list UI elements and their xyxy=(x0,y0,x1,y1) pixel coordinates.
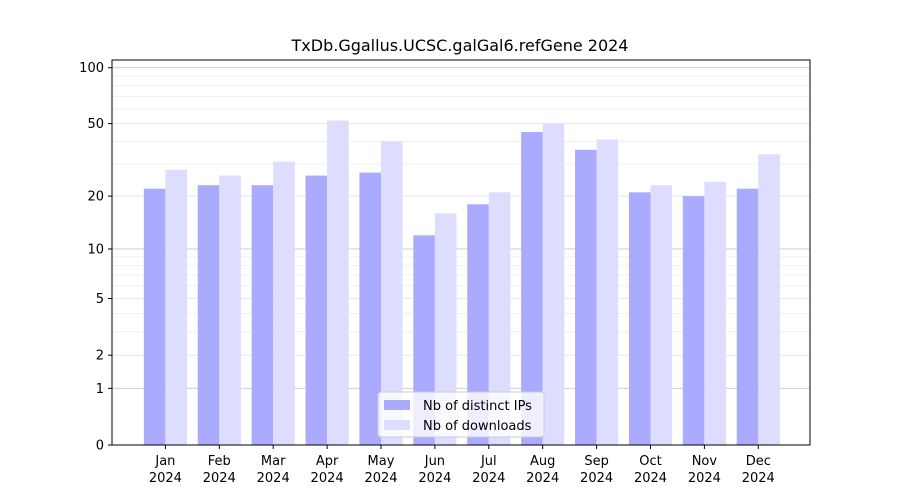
x-tick-label-year: 2024 xyxy=(742,471,775,486)
x-tick-label-month: Nov xyxy=(692,454,718,469)
y-tick-label: 50 xyxy=(87,117,104,132)
y-tick-label: 5 xyxy=(96,292,104,307)
plot-frame xyxy=(111,59,811,446)
bar-downloads-dec xyxy=(758,154,780,445)
x-tick-label-month: Jul xyxy=(480,454,497,469)
bar-distinct-ips-nov xyxy=(682,196,705,445)
x-tick-label-month: Dec xyxy=(746,454,771,469)
x-tick-label-month: Oct xyxy=(639,454,661,469)
bar-downloads-aug xyxy=(542,123,565,446)
bar-downloads-feb xyxy=(219,175,241,445)
axes: 0 1 2 5 10 20 50 100 Jan 2024 Feb 2024 Mar 2024 Apr 202… xyxy=(79,59,811,486)
bar-distinct-ips-aug xyxy=(521,132,543,445)
bar-distinct-ips-dec xyxy=(736,188,759,445)
bar-downloads-jan xyxy=(165,169,187,445)
bar-distinct-ips-mar xyxy=(251,185,274,445)
x-tick-label-year: 2024 xyxy=(257,471,290,486)
x-tick-label-month: Mar xyxy=(261,454,286,469)
bar-distinct-ips-jul xyxy=(467,204,489,445)
bar-distinct-ips-oct xyxy=(628,192,651,445)
x-tick-label-year: 2024 xyxy=(526,471,559,486)
x-tick-label-year: 2024 xyxy=(364,471,397,486)
legend: Nb of distinct IPs Nb of downloads xyxy=(377,391,545,438)
x-tick-label-month: May xyxy=(368,454,395,469)
x-tick-label-month: Aug xyxy=(530,454,555,469)
chart-title: TxDb.Ggallus.UCSC.galGal6.refGene 2024 xyxy=(291,36,629,55)
x-tick-label-year: 2024 xyxy=(580,471,613,486)
bar-downloads-sep xyxy=(596,139,619,445)
bar-distinct-ips-apr xyxy=(305,175,328,445)
x-tick-label-year: 2024 xyxy=(311,471,344,486)
x-tick-label-year: 2024 xyxy=(472,471,505,486)
legend-box xyxy=(377,391,545,438)
x-tick-label-year: 2024 xyxy=(688,471,721,486)
bar-distinct-ips-sep xyxy=(575,149,597,445)
legend-label: Nb of distinct IPs xyxy=(423,399,532,414)
legend-label: Nb of downloads xyxy=(423,419,532,434)
x-tick-label-month: Jun xyxy=(424,454,445,469)
bar-distinct-ips-feb xyxy=(197,185,220,445)
y-tick-label: 2 xyxy=(96,349,104,364)
x-tick-label-year: 2024 xyxy=(149,471,182,486)
bar-downloads-jun xyxy=(434,213,457,445)
x-tick-label-month: Apr xyxy=(316,454,339,469)
bar-distinct-ips-may xyxy=(359,172,381,445)
legend-swatch xyxy=(384,420,410,430)
bar-downloads-mar xyxy=(273,161,295,445)
x-tick-label-month: Sep xyxy=(584,454,609,469)
y-tick-label: 0 xyxy=(96,439,104,454)
x-tick-label-month: Jan xyxy=(154,454,175,469)
bar-downloads-apr xyxy=(327,120,349,445)
bar-distinct-ips-jan xyxy=(143,188,166,445)
x-tick-label-year: 2024 xyxy=(634,471,667,486)
x-tick-label-year: 2024 xyxy=(203,471,236,486)
y-tick-label: 20 xyxy=(87,190,104,205)
bar-downloads-oct xyxy=(650,185,673,445)
x-tick-label-month: Feb xyxy=(208,454,231,469)
bar-downloads-nov xyxy=(704,181,726,446)
y-tick-label: 10 xyxy=(87,242,104,257)
legend-swatch xyxy=(384,400,410,410)
y-tick-label: 1 xyxy=(96,382,104,397)
bars xyxy=(143,120,780,446)
bar-downloads-jul xyxy=(488,192,511,445)
x-tick-label-year: 2024 xyxy=(418,471,451,486)
y-tick-label: 100 xyxy=(79,61,104,76)
bar-downloads-may xyxy=(380,141,403,446)
